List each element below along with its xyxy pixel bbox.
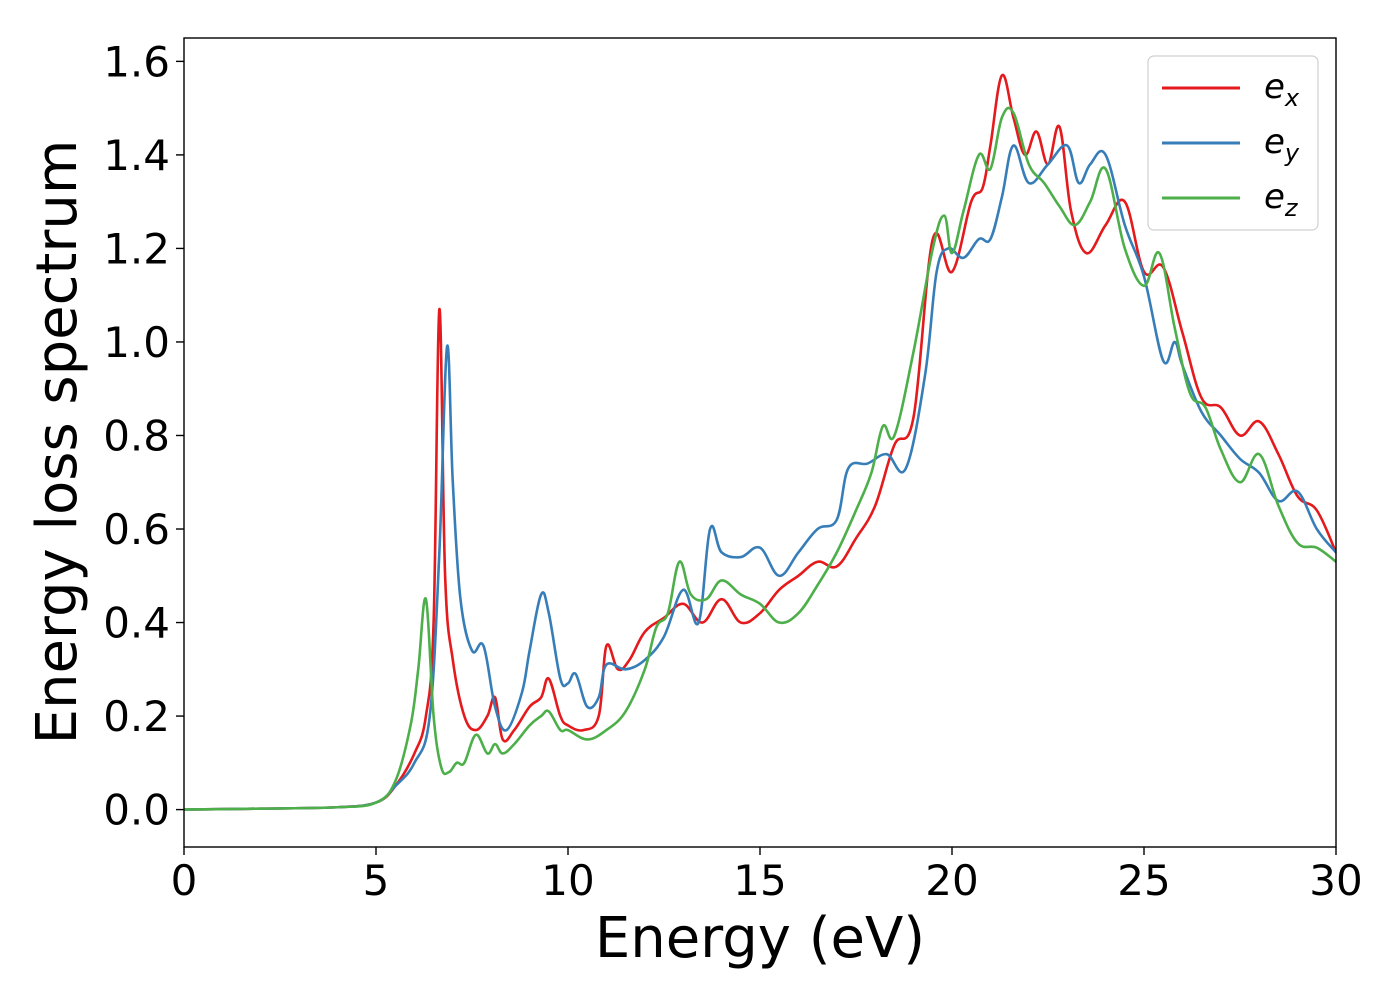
series-line-y [184, 143, 1336, 811]
x-tick-label: 30 [1309, 856, 1362, 905]
x-axis-label: Energy (eV) [595, 906, 925, 971]
y-tick-label: 0.2 [103, 692, 170, 741]
legend-label: ez [1264, 177, 1299, 222]
legend-item-y: ey [1162, 122, 1300, 167]
legend-label: ey [1264, 122, 1300, 167]
x-tick-label: 25 [1117, 856, 1170, 905]
x-tick-label: 10 [541, 856, 594, 905]
y-tick-label: 0.6 [103, 505, 170, 554]
y-tick-label: 0.8 [103, 411, 170, 460]
legend-item-x: ex [1162, 67, 1300, 112]
series-line-x [184, 73, 1336, 811]
y-tick-label: 1.2 [103, 224, 170, 273]
y-tick-label: 0.4 [103, 599, 170, 648]
y-tick-label: 0.0 [103, 786, 170, 835]
series-line-z [184, 106, 1336, 811]
x-tick-label: 5 [363, 856, 390, 905]
legend-item-z: ez [1162, 177, 1299, 222]
legend: ex ey ez [1147, 55, 1319, 231]
x-axis-ticks: 0 5 10 15 20 25 30 [171, 847, 1363, 905]
x-tick-label: 15 [733, 856, 786, 905]
y-tick-label: 1.0 [103, 318, 170, 367]
x-tick-label: 0 [171, 856, 198, 905]
y-axis-label: Energy loss spectrum [25, 140, 90, 745]
y-axis-ticks: 0.0 0.2 0.4 0.6 0.8 1.0 1.2 1.4 1.6 [103, 37, 184, 835]
y-tick-label: 1.6 [103, 37, 170, 86]
y-tick-label: 1.4 [103, 131, 170, 180]
legend-label: ex [1264, 67, 1300, 112]
x-tick-label: 20 [925, 856, 978, 905]
series-layer [184, 73, 1336, 811]
